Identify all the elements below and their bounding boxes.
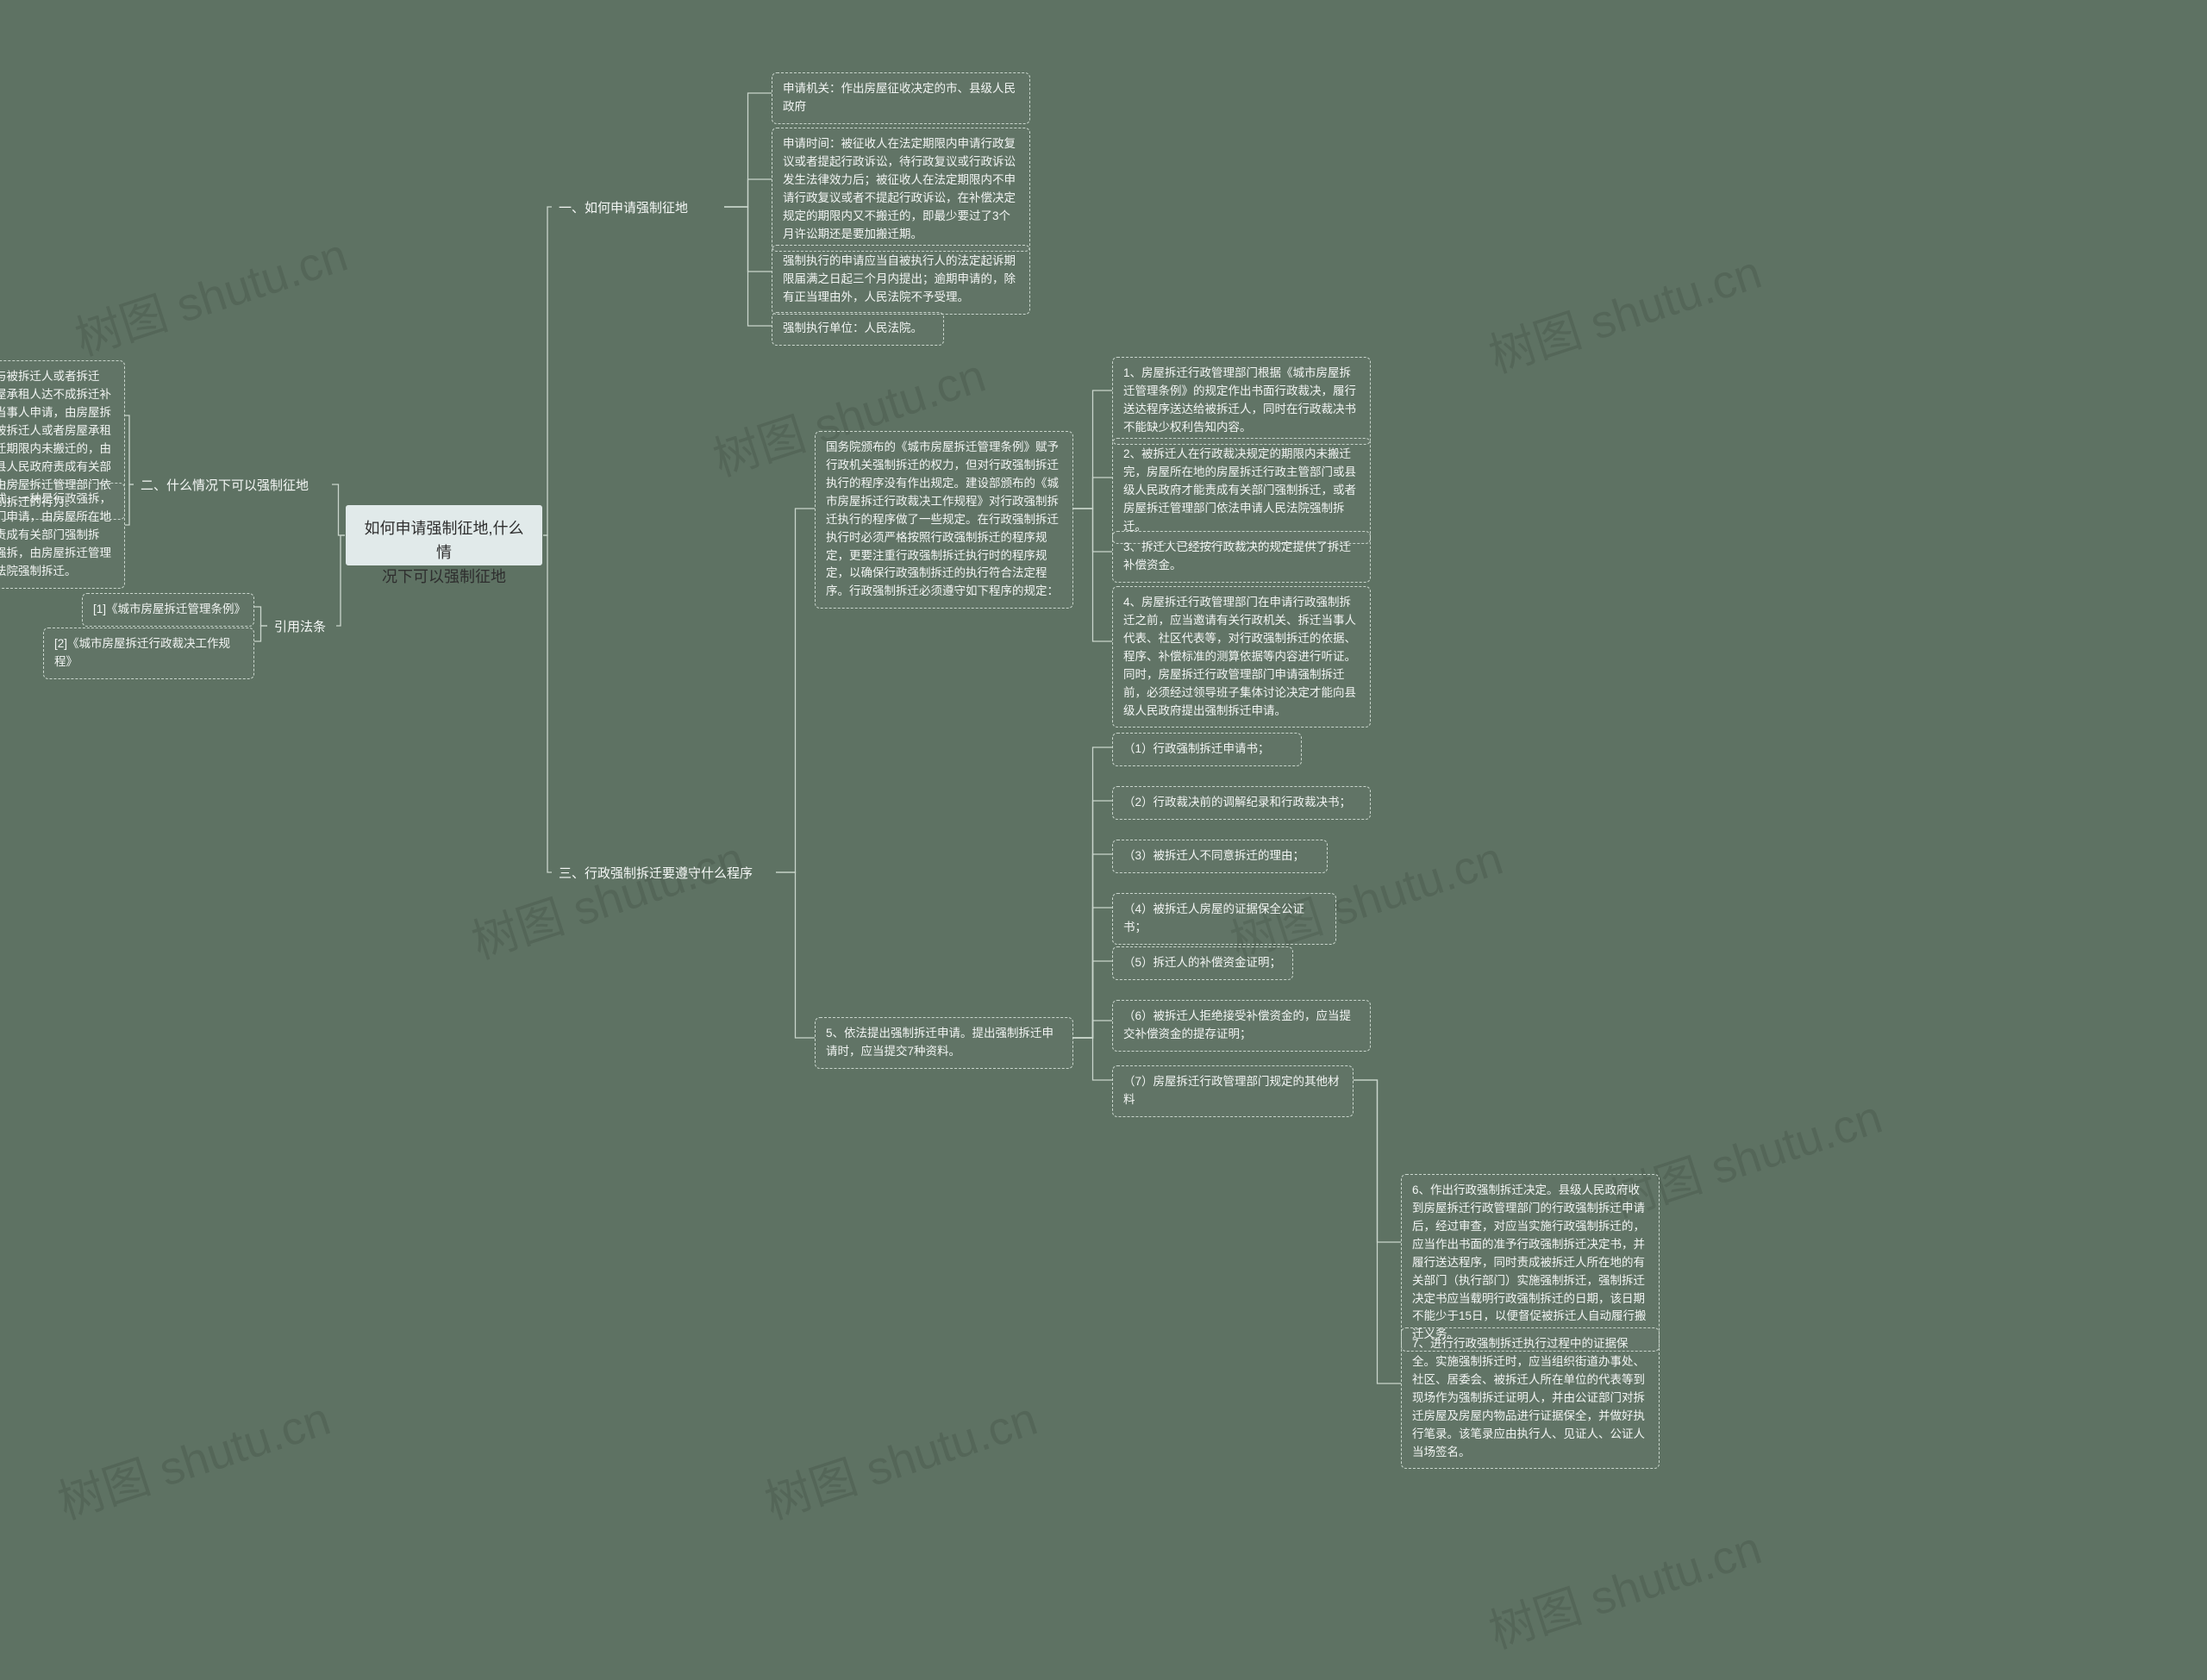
- watermark: 树图 shutu.cn: [48, 1380, 338, 1532]
- leaf-node: （3）被拆迁人不同意拆迁的理由；: [1112, 840, 1328, 873]
- leaf-node: 1、房屋拆迁行政管理部门根据《城市房屋拆迁管理条例》的规定作出书面行政裁决，履行…: [1112, 357, 1371, 445]
- leaf-node: （4）被拆迁人房屋的证据保全公证书；: [1112, 893, 1336, 945]
- leaf-node: [2]《城市房屋拆迁行政裁决工作规程》: [43, 628, 254, 679]
- leaf-node: 强制拆迁有两种方式，一种是行政强拆，经房屋拆迁管理部门申请，由房屋所在地的市、县…: [0, 483, 125, 589]
- section-title: 三、行政强制拆迁要遵守什么程序: [552, 860, 776, 887]
- watermark: 树图 shutu.cn: [462, 820, 752, 971]
- leaf-node: 强制执行单位：人民法院。: [772, 312, 944, 346]
- watermark: 树图 shutu.cn: [66, 216, 355, 368]
- leaf-node: 申请时间：被征收人在法定期限内申请行政复议或者提起行政诉讼，待行政复议或行政诉讼…: [772, 128, 1030, 252]
- connectors-layer: [0, 0, 2207, 1680]
- leaf-node: （6）被拆迁人拒绝接受补偿资金的，应当提交补偿资金的提存证明；: [1112, 1000, 1371, 1052]
- mindmap-root: 如何申请强制征地,什么情况下可以强制征地: [345, 504, 543, 566]
- leaf-node: 2、被拆迁人在行政裁决规定的期限内未搬迁完，房屋所在地的房屋拆迁行政主管部门或县…: [1112, 438, 1371, 544]
- leaf-node: [1]《城市房屋拆迁管理条例》: [82, 593, 254, 627]
- section-title: 二、什么情况下可以强制征地: [134, 472, 332, 499]
- leaf-node: 7、进行行政强制拆迁执行过程中的证据保全。实施强制拆迁时，应当组织街道办事处、社…: [1401, 1327, 1660, 1469]
- leaf-node: （5）拆迁人的补偿资金证明；: [1112, 946, 1293, 980]
- leaf-node: （2）行政裁决前的调解纪录和行政裁决书；: [1112, 786, 1371, 820]
- leaf-node: 申请机关：作出房屋征收决定的市、县级人民政府: [772, 72, 1030, 124]
- leaf-node: 国务院颁布的《城市房屋拆迁管理条例》赋予行政机关强制拆迁的权力，但对行政强制拆迁…: [815, 431, 1073, 609]
- leaf-node: 3、拆迁人已经按行政裁决的规定提供了拆迁补偿资金。: [1112, 531, 1371, 583]
- leaf-node: 5、依法提出强制拆迁申请。提出强制拆迁申请时，应当提交7种资料。: [815, 1017, 1073, 1069]
- leaf-node: （7）房屋拆迁行政管理部门规定的其他材料: [1112, 1065, 1354, 1117]
- section-title: 一、如何申请强制征地: [552, 195, 724, 222]
- section-title: 引用法条: [267, 614, 336, 640]
- leaf-node: （1）行政强制拆迁申请书；: [1112, 733, 1302, 766]
- leaf-node: 强制执行的申请应当自被执行人的法定起诉期限届满之日起三个月内提出；逾期申请的，除…: [772, 245, 1030, 315]
- watermark: 树图 shutu.cn: [1479, 1509, 1769, 1661]
- watermark: 树图 shutu.cn: [755, 1380, 1045, 1532]
- watermark: 树图 shutu.cn: [1479, 234, 1769, 385]
- leaf-node: 4、房屋拆迁行政管理部门在申请行政强制拆迁之前，应当邀请有关行政机关、拆迁当事人…: [1112, 586, 1371, 728]
- leaf-node: 6、作出行政强制拆迁决定。县级人民政府收到房屋拆迁行政管理部门的行政强制拆迁申请…: [1401, 1174, 1660, 1352]
